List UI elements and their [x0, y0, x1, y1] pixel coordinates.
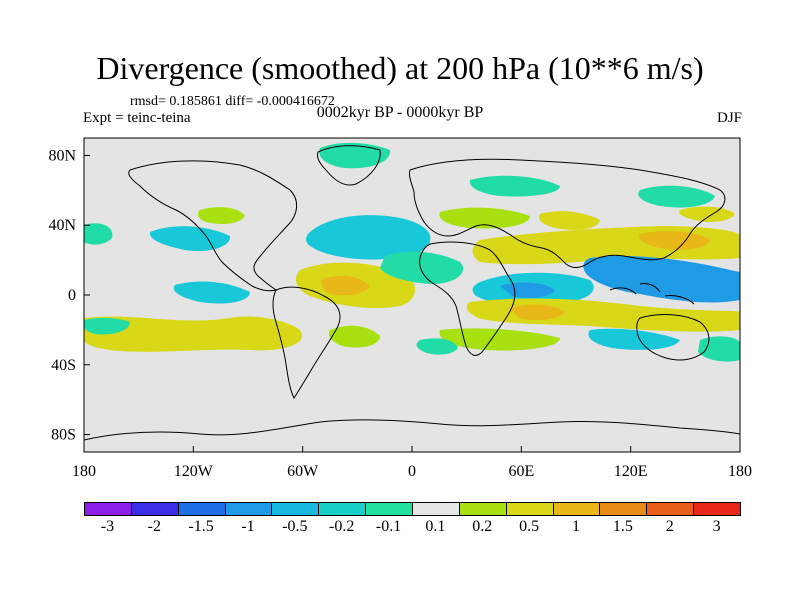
coastlines [84, 145, 740, 441]
colorbar-label: -1 [241, 518, 255, 535]
colorbar-label: 1.5 [612, 518, 633, 535]
field-patch [678, 206, 735, 222]
north-america-coast [128, 160, 297, 292]
colorbar-box [130, 502, 179, 516]
x-tick-label: 180 [72, 463, 96, 480]
field-patch [638, 185, 715, 208]
colorbar-box [599, 502, 648, 516]
colorbar-label: 2 [665, 518, 674, 535]
field-patch [198, 207, 245, 224]
field-patch [320, 275, 370, 296]
field-patch [439, 207, 530, 229]
field-patch [510, 304, 565, 320]
field-patch [306, 215, 431, 260]
x-tick-label: 120E [614, 463, 648, 480]
colorbar [84, 502, 741, 516]
y-tick-label: 80S [51, 427, 76, 444]
colorbar-label: -1.5 [188, 518, 214, 535]
x-tick-label: 60W [287, 463, 319, 480]
field-patch [328, 325, 380, 348]
field-patch [149, 226, 231, 252]
y-tick-label: 80N [48, 147, 76, 164]
field-patch [84, 317, 130, 335]
experiment-label: Expt = teinc-teina [83, 110, 191, 126]
colorbar-label: -3 [100, 518, 115, 535]
field-patch [319, 142, 391, 169]
field-patch [173, 281, 250, 304]
field-patch [439, 328, 560, 351]
field-patch [84, 316, 302, 352]
colorbar-box [318, 502, 367, 516]
colorbar-box [693, 502, 741, 516]
colorbar-label: 1 [572, 518, 580, 535]
greenland-coast [317, 145, 381, 186]
colorbar-box [646, 502, 695, 516]
australia-coast [636, 314, 710, 361]
south-america-coast [272, 286, 341, 399]
colorbar-label: 0.5 [519, 518, 540, 535]
x-tick-label: 0 [408, 463, 416, 480]
rmsd-diff-stats: rmsd= 0.185861 diff= -0.000416672 [130, 94, 335, 109]
period-subtitle: 0002kyr BP - 0000kyr BP [316, 104, 484, 121]
field-patch [380, 251, 464, 285]
divergence-field [84, 142, 740, 362]
field-patch [84, 223, 113, 245]
x-tick-label: 120W [174, 463, 214, 480]
colorbar-box [84, 502, 132, 516]
season-label: DJF [716, 110, 742, 126]
x-tick-label: 180 [728, 463, 752, 480]
y-tick-label: 40S [51, 357, 76, 374]
africa-coast [419, 241, 516, 356]
colorbar-label: -0.5 [282, 518, 308, 535]
colorbar-box [458, 502, 507, 516]
colorbar-label: -0.1 [375, 518, 402, 535]
eurasia-coast [409, 158, 726, 269]
colorbar-box [552, 502, 601, 516]
x-tick-label: 60E [508, 463, 534, 480]
antarctica-coast [84, 419, 740, 441]
colorbar-box [505, 502, 554, 516]
y-tick-label: 0 [68, 287, 76, 304]
colorbar-box [224, 502, 273, 516]
colorbar-label: -2 [147, 518, 161, 535]
colorbar-label: 3 [712, 518, 721, 535]
colorbar-box [271, 502, 320, 516]
colorbar-label: 0.1 [425, 518, 446, 535]
colorbar-box [365, 502, 413, 516]
field-patch [469, 175, 560, 197]
field-patch [588, 328, 680, 350]
field-patch [639, 231, 710, 250]
plot-title: Divergence (smoothed) at 200 hPa (10**6 … [96, 50, 704, 86]
colorbar-box [177, 502, 226, 516]
y-tick-label: 40N [48, 217, 76, 234]
colorbar-label: 0.2 [472, 518, 493, 535]
maritime-continent-coast [609, 283, 695, 305]
colorbar-box [412, 502, 460, 516]
field-patch [583, 255, 740, 303]
field-patch [538, 211, 600, 230]
map-axes: 180 120W 60W 0 60E 120E 180 80N 40N 0 40S 80S [48, 147, 752, 480]
colorbar-label: -0.2 [329, 518, 355, 535]
field-patch [416, 338, 458, 355]
